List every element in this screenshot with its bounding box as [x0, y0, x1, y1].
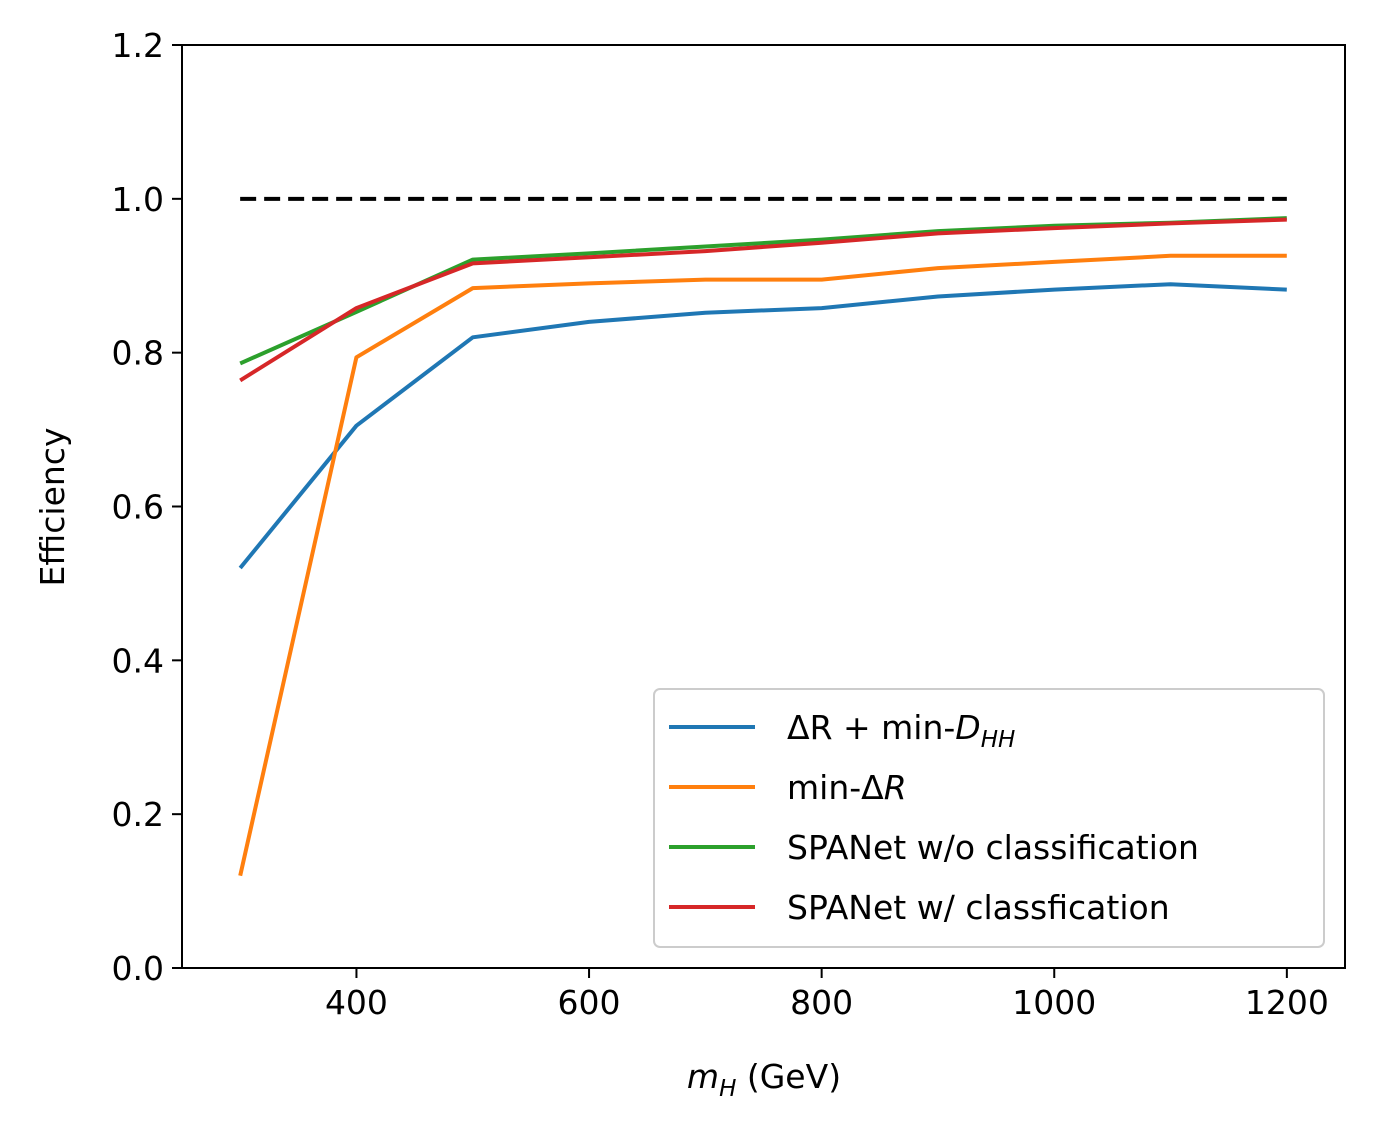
y-tick-label: 0.8: [112, 334, 164, 373]
y-axis-label: Efficiency: [33, 428, 72, 587]
x-tick-label: 400: [325, 983, 388, 1022]
x-tick-label: 600: [558, 983, 621, 1022]
y-tick-label: 1.0: [112, 180, 164, 219]
x-axis-label: mH (GeV): [687, 1057, 841, 1102]
legend-label: min-ΔR: [787, 768, 907, 807]
plot-lines: [238, 196, 1287, 877]
y-tick-label: 0.6: [112, 488, 164, 527]
x-tick-label: 800: [790, 983, 853, 1022]
x-tick-label: 1000: [1012, 983, 1096, 1022]
y-axis-ticks: 0.0 0.2 0.4 0.6 0.8 1.0 1.2: [112, 26, 182, 988]
series-line-1: [238, 282, 1287, 570]
legend-label: SPANet w/o classification: [787, 828, 1199, 867]
legend: ΔR + min-DHH min-ΔR SPANet w/o classificat…: [653, 688, 1325, 948]
series-line-2: [238, 253, 1287, 877]
y-tick-label: 0.4: [112, 641, 164, 680]
x-axis-ticks: 400 600 800 1000 1200: [325, 968, 1329, 1022]
y-tick-label: 0.2: [112, 795, 164, 834]
y-tick-label: 0.0: [112, 949, 164, 988]
legend-box: [653, 688, 1325, 948]
legend-label: ΔR + min-DHH: [787, 708, 1015, 753]
y-tick-label: 1.2: [112, 26, 164, 65]
series-line-4: [239, 217, 1287, 383]
legend-label: SPANet w/ classfication: [787, 888, 1170, 927]
x-tick-label: 1200: [1245, 983, 1329, 1022]
